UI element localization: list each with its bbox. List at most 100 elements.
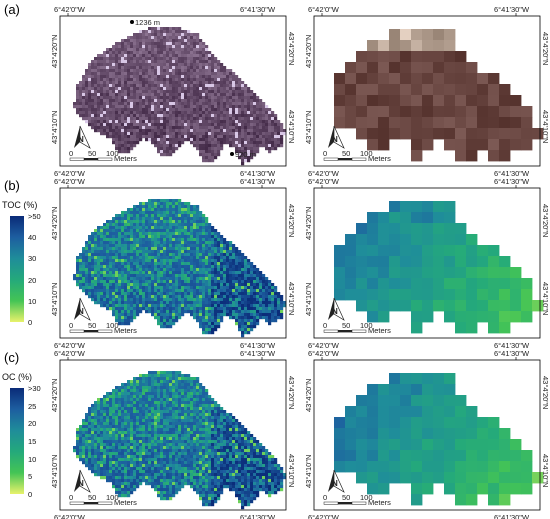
raster-cell <box>217 63 221 67</box>
raster-cell <box>130 48 134 52</box>
raster-cell <box>166 138 170 142</box>
raster-cell <box>235 117 239 121</box>
raster-cell <box>106 307 110 311</box>
raster-cell <box>163 33 167 37</box>
raster-cell <box>169 235 173 239</box>
raster-cell <box>202 238 206 242</box>
raster-cell <box>232 123 236 127</box>
raster-cell <box>100 262 104 266</box>
raster-cell <box>229 99 233 103</box>
raster-cell <box>175 226 179 230</box>
raster-cell <box>133 295 137 299</box>
raster-cell <box>133 292 137 296</box>
raster-cell <box>175 39 179 43</box>
raster-cell <box>79 280 83 284</box>
raster-cell <box>97 120 101 124</box>
raster-cell <box>184 407 188 411</box>
raster-cell <box>238 84 242 88</box>
raster-cell <box>190 235 194 239</box>
raster-cell <box>178 144 182 148</box>
raster-cell <box>184 214 188 218</box>
raster-cell <box>259 298 263 302</box>
raster-cell <box>455 245 467 257</box>
raster-cell <box>193 135 197 139</box>
raster-cell <box>136 93 140 97</box>
raster-cell <box>274 304 278 308</box>
raster-cell <box>154 45 158 49</box>
raster-cell <box>136 108 140 112</box>
raster-cell <box>154 39 158 43</box>
map-raster <box>73 371 287 510</box>
raster-cell <box>130 298 134 302</box>
raster-cell <box>154 380 158 384</box>
raster-cell <box>100 271 104 275</box>
raster-cell <box>367 256 379 268</box>
raster-cell <box>133 45 137 49</box>
raster-cell <box>82 256 86 260</box>
raster-cell <box>145 256 149 260</box>
raster-cell <box>271 111 275 115</box>
raster-cell <box>100 111 104 115</box>
raster-cell <box>124 319 128 323</box>
raster-cell <box>256 129 260 133</box>
raster-cell <box>175 120 179 124</box>
raster-cell <box>169 407 173 411</box>
raster-cell <box>127 250 131 254</box>
raster-cell <box>157 27 161 31</box>
raster-cell <box>229 280 233 284</box>
raster-cell <box>214 93 218 97</box>
raster-cell <box>124 316 128 320</box>
raster-cell <box>175 401 179 405</box>
raster-cell <box>256 319 260 323</box>
raster-cell <box>211 247 215 251</box>
raster-cell <box>163 30 167 34</box>
raster-cell <box>133 36 137 40</box>
raster-cell <box>160 87 164 91</box>
raster-cell <box>145 220 149 224</box>
raster-cell <box>76 90 80 94</box>
raster-cell <box>334 256 346 268</box>
raster-cell <box>118 316 122 320</box>
raster-cell <box>220 277 224 281</box>
raster-cell <box>154 377 158 381</box>
raster-cell <box>121 123 125 127</box>
raster-cell <box>181 268 185 272</box>
raster-cell <box>184 60 188 64</box>
raster-cell <box>148 72 152 76</box>
raster-cell <box>136 214 140 218</box>
raster-cell <box>175 84 179 88</box>
raster-cell <box>202 229 206 233</box>
raster-cell <box>220 241 224 245</box>
raster-cell <box>356 73 368 85</box>
raster-cell <box>145 93 149 97</box>
raster-cell <box>139 238 143 242</box>
raster-cell <box>378 51 390 63</box>
raster-cell <box>184 211 188 215</box>
raster-cell <box>160 295 164 299</box>
raster-cell <box>190 111 194 115</box>
raster-cell <box>133 298 137 302</box>
raster-cell <box>193 256 197 260</box>
raster-cell <box>247 111 251 115</box>
raster-cell <box>208 105 212 109</box>
raster-cell <box>187 202 191 206</box>
raster-cell <box>268 283 272 287</box>
raster-cell <box>488 289 500 301</box>
raster-cell <box>250 126 254 130</box>
raster-cell <box>181 211 185 215</box>
raster-cell <box>193 90 197 94</box>
raster-cell <box>175 208 179 212</box>
raster-cell <box>367 234 379 246</box>
raster-cell <box>127 132 131 136</box>
raster-cell <box>91 108 95 112</box>
raster-cell <box>205 45 209 49</box>
raster-cell <box>130 90 134 94</box>
raster-cell <box>229 241 233 245</box>
elevation-point <box>230 152 234 156</box>
raster-cell <box>444 62 456 74</box>
raster-cell <box>172 286 176 290</box>
raster-cell <box>97 250 101 254</box>
raster-cell <box>214 265 218 269</box>
raster-cell <box>118 60 122 64</box>
raster-cell <box>422 278 434 290</box>
